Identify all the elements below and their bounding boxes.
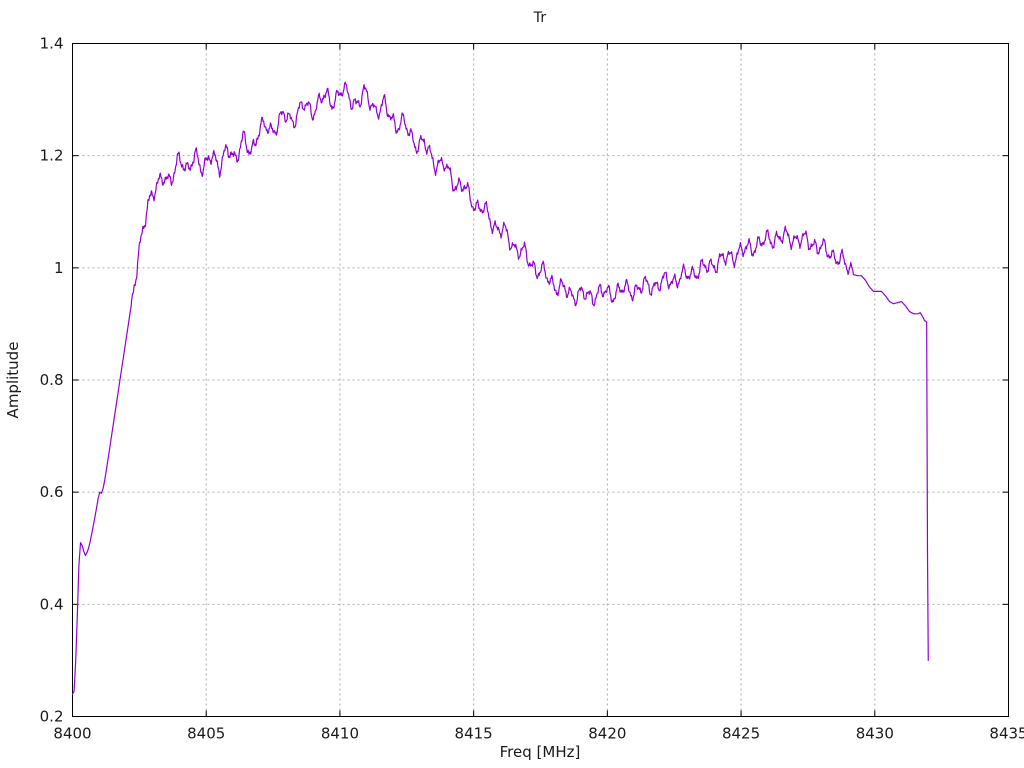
x-tick-label: 8410 [321, 725, 359, 743]
y-axis-title: Amplitude [4, 342, 22, 419]
y-tick-label: 1 [54, 259, 64, 277]
y-tick-label: 0.4 [40, 595, 64, 613]
x-tick-label: 8430 [856, 725, 894, 743]
y-tick-labels: 0.2 0.4 0.6 0.8 1 1.2 1.4 [40, 35, 64, 726]
y-tick-label: 1.2 [40, 147, 64, 165]
y-tick-label: 0.6 [40, 483, 64, 501]
plot-border [72, 43, 1009, 717]
y-tick-label: 1.4 [40, 35, 64, 53]
y-tick-label: 0.2 [40, 708, 64, 726]
x-tick-label: 8435 [989, 725, 1024, 743]
x-tick-label: 8415 [455, 725, 493, 743]
x-tick-label: 8405 [187, 725, 225, 743]
chart-title: Tr [533, 10, 547, 26]
x-tick-label: 8400 [53, 725, 91, 743]
x-tick-labels: 8400 8405 8410 8415 8420 8425 8430 8435 [53, 725, 1024, 743]
data-series-tr [71, 81, 929, 695]
gridlines [72, 43, 1009, 717]
y-tick-label: 0.8 [40, 371, 64, 389]
x-tick-label: 8425 [722, 725, 760, 743]
x-axis-title: Freq [MHz] [500, 743, 581, 761]
x-tick-label: 8420 [588, 725, 626, 743]
